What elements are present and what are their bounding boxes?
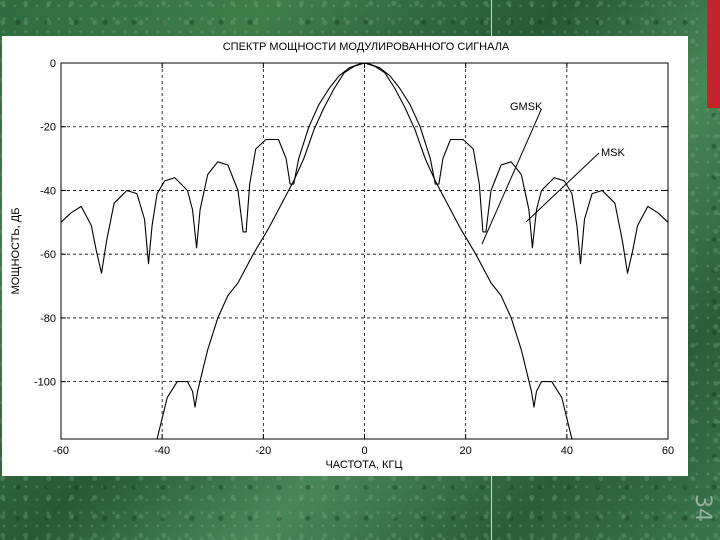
x-tick-label: 0 — [361, 445, 367, 457]
gmsk-leader-line — [481, 109, 542, 245]
y-tick-label: -80 — [40, 313, 56, 325]
y-tick-label: 0 — [50, 58, 56, 70]
y-tick-label: -20 — [40, 122, 56, 134]
x-axis-label: ЧАСТОТА, КГЦ — [325, 459, 402, 471]
x-tick-label: 20 — [460, 445, 472, 457]
x-tick-label: 60 — [662, 445, 674, 457]
y-tick-label: -100 — [34, 377, 56, 389]
slide-accent-bar — [707, 0, 720, 108]
x-tick-label: -60 — [53, 445, 69, 457]
spectrum-chart: СПЕКТР МОЩНОСТИ МОДУЛИРОВАННОГО СИГНАЛА … — [10, 41, 674, 471]
annotation-msk: MSK — [601, 147, 626, 159]
y-tick-label: -40 — [40, 185, 56, 197]
x-tick-label: -40 — [154, 445, 170, 457]
axis-ticks: -60 -40 -20 0 20 40 60 0 -20 -40 -60 -80 -100 — [34, 58, 674, 457]
slide-page-number: 34 — [690, 494, 715, 522]
y-axis-label: МОЩНОСТЬ, ДБ — [10, 208, 22, 295]
chart-title: СПЕКТР МОЩНОСТИ МОДУЛИРОВАННОГО СИГНАЛА — [223, 41, 510, 53]
chart-panel: СПЕКТР МОЩНОСТИ МОДУЛИРОВАННОГО СИГНАЛА … — [2, 36, 688, 476]
annotation-gmsk: GMSK — [510, 101, 543, 113]
y-tick-label: -60 — [40, 249, 56, 261]
x-tick-label: 40 — [561, 445, 573, 457]
msk-leader-line — [525, 152, 600, 223]
plot-area-frame — [60, 62, 669, 440]
x-tick-label: -20 — [255, 445, 271, 457]
chart-grid — [61, 63, 668, 439]
